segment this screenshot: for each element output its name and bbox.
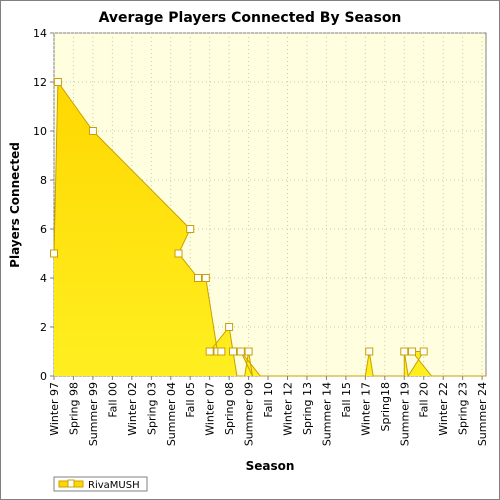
y-tick-label: 0 (40, 370, 47, 383)
x-tick-label: Winter 02 (126, 382, 139, 436)
y-axis-label: Players Connected (8, 142, 22, 268)
series-area-fill (54, 82, 486, 376)
x-tick-label: Winter 17 (359, 382, 372, 436)
x-tick-label: Winter 97 (48, 382, 61, 436)
x-tick-label: Winter 12 (282, 382, 295, 436)
data-point (53, 78, 62, 86)
data-point (205, 347, 214, 356)
x-tick-label: Fall 00 (106, 382, 119, 418)
legend-label: RivaMUSH (88, 480, 140, 491)
legend-marker (67, 479, 75, 488)
y-tick-label: 12 (33, 76, 47, 89)
data-point (408, 347, 417, 356)
data-point (365, 347, 374, 356)
x-tick-label: Fall 15 (340, 382, 353, 418)
x-tick-label: Winter 07 (204, 382, 217, 436)
y-tick-label: 10 (33, 125, 47, 138)
x-tick-label: Spring18 (379, 382, 392, 432)
x-tick-label: Spring 98 (67, 382, 80, 435)
x-tick-label: Summer 19 (398, 382, 411, 446)
data-point (236, 347, 245, 356)
x-tick-label: Fall 05 (184, 382, 197, 418)
x-axis-ticks: Winter 97 Spring 98 Summer 99 Fall 00 Winter… (48, 376, 489, 446)
series-area (53, 80, 486, 378)
data-point (419, 347, 428, 356)
x-tick-label: Summer 99 (87, 382, 100, 446)
x-tick-label: Fall 20 (418, 382, 431, 418)
x-tick-label: Summer 24 (476, 382, 489, 446)
data-point (194, 274, 202, 282)
data-point (50, 249, 58, 258)
series-line (53, 80, 486, 378)
data-point (186, 225, 195, 233)
x-axis-label: Season (246, 459, 295, 473)
chart-title: Average Players Connected By Season (99, 10, 402, 26)
x-tick-label: Spring 13 (301, 382, 314, 435)
x-tick-label: Summer 04 (165, 382, 178, 446)
data-point (244, 347, 253, 356)
x-tick-label: Winter 22 (437, 382, 450, 436)
x-tick-label: Summer 14 (320, 382, 333, 446)
x-tick-label: Summer 09 (243, 382, 256, 446)
x-tick-label: Spring 03 (145, 382, 158, 435)
x-tick-label: Spring 23 (457, 382, 470, 435)
y-tick-label: 2 (40, 321, 47, 334)
data-point (229, 347, 238, 356)
data-point (225, 323, 234, 331)
x-tick-label: Spring 08 (223, 382, 236, 435)
y-tick-label: 6 (40, 223, 47, 236)
data-point (88, 127, 97, 135)
data-point (201, 274, 210, 282)
data-point (400, 347, 409, 356)
x-tick-label: Fall 10 (262, 382, 275, 418)
y-axis-ticks: 0 2 4 6 8 10 12 14 (33, 27, 54, 383)
y-tick-label: 8 (40, 174, 47, 187)
series-markers (50, 78, 428, 356)
data-point (174, 249, 183, 258)
y-tick-label: 14 (33, 27, 47, 40)
legend: RivaMUSH (53, 476, 148, 492)
y-tick-label: 4 (40, 272, 47, 285)
data-point (217, 347, 226, 356)
